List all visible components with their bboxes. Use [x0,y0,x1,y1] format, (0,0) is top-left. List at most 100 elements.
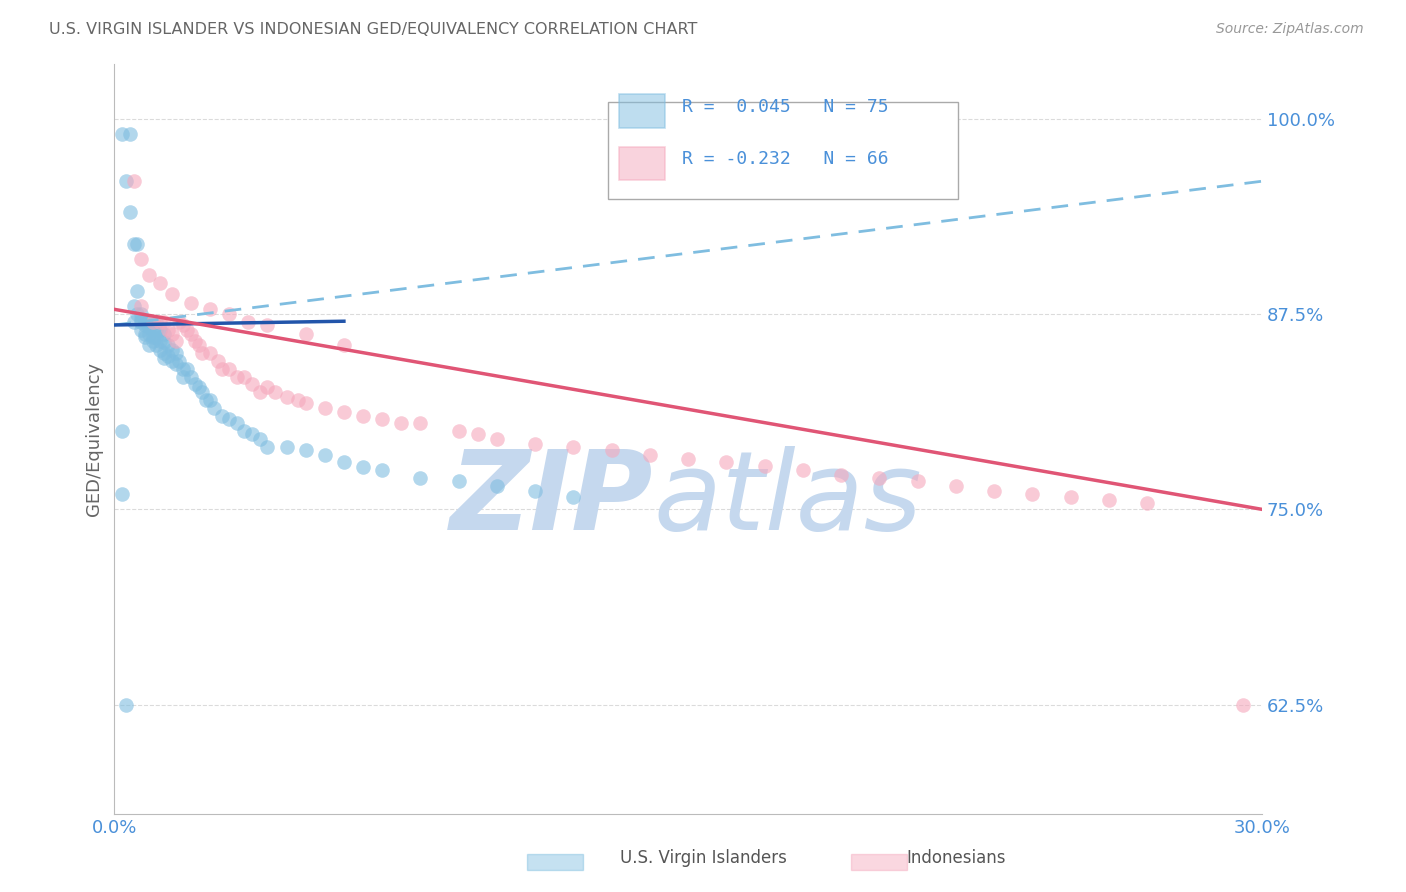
Point [138,268,160,282]
Point [333,405,356,419]
Point [868,471,890,485]
Point [180,327,202,342]
Point [945,479,967,493]
Point [180,296,202,310]
Point [294,327,316,342]
Point [352,460,374,475]
Point [127,236,149,251]
Point [187,338,209,352]
Point [333,455,356,469]
Point [129,307,152,321]
Point [249,432,271,446]
Point [180,369,202,384]
Point [153,335,176,350]
Point [138,315,160,329]
Point [238,315,260,329]
Point [638,448,661,462]
Point [225,369,247,384]
Point [187,380,209,394]
Point [1021,486,1043,500]
Point [145,338,167,352]
Point [127,284,149,298]
Point [218,411,240,425]
Text: atlas: atlas [654,445,922,552]
Point [409,471,432,485]
Point [983,483,1005,498]
Point [1059,490,1081,504]
Point [134,330,156,344]
FancyBboxPatch shape [619,94,665,128]
Text: Source: ZipAtlas.com: Source: ZipAtlas.com [1216,22,1364,37]
Point [129,252,152,267]
Point [142,315,165,329]
Point [524,483,547,498]
Point [907,474,929,488]
Point [1098,492,1121,507]
Point [149,323,172,337]
Point [156,349,179,363]
Point [256,440,278,454]
Point [211,409,233,423]
Point [122,174,145,188]
Point [145,315,167,329]
Point [153,351,176,365]
Point [153,327,176,342]
Point [467,427,489,442]
Point [129,323,152,337]
FancyBboxPatch shape [607,102,957,199]
Point [676,452,699,467]
Point [134,318,156,332]
Point [115,174,138,188]
Point [294,396,316,410]
Point [129,315,152,329]
Point [138,338,160,352]
Point [371,463,394,477]
Point [169,354,191,368]
Point [198,392,221,407]
Point [184,334,207,348]
Point [333,338,356,352]
Text: R =  0.045   N = 75: R = 0.045 N = 75 [682,98,889,116]
Point [115,698,138,712]
Point [149,334,172,348]
Point [233,424,256,438]
Point [294,442,316,457]
Point [176,323,198,337]
Point [172,318,194,332]
Point [276,390,298,404]
Point [524,436,547,450]
Point [153,315,176,329]
Point [352,409,374,423]
Point [287,392,309,407]
Point [176,361,198,376]
Point [256,380,278,394]
Point [264,385,287,400]
Point [485,479,508,493]
Point [447,474,470,488]
Point [211,361,233,376]
Point [191,346,214,360]
Point [198,302,221,317]
Point [389,417,412,431]
Point [485,432,508,446]
Point [218,361,240,376]
Point [1136,496,1159,510]
Point [233,369,256,384]
Point [138,319,160,334]
Point [111,424,134,438]
Point [600,442,623,457]
Point [202,401,225,415]
Point [122,315,145,329]
Point [371,411,394,425]
Point [111,486,134,500]
Point [754,458,776,473]
Point [207,354,229,368]
Point [172,369,194,384]
Point [276,440,298,454]
Point [129,311,152,326]
Text: ZIP: ZIP [450,445,654,552]
Point [122,299,145,313]
Point [792,463,814,477]
Point [184,377,207,392]
Point [195,392,218,407]
